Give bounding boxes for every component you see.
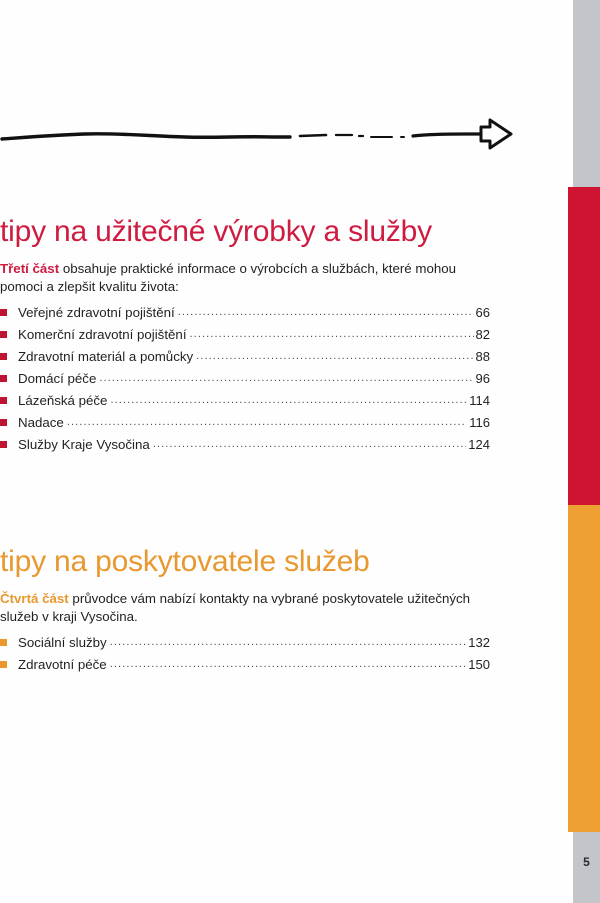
toc-item-label: Veřejné zdravotní pojištění — [18, 305, 175, 321]
toc-leader-dots: ........................................… — [99, 372, 474, 385]
toc-leader-dots: ........................................… — [109, 658, 467, 671]
toc-item-page: 132 — [468, 635, 490, 651]
hand-drawn-arrow-right-icon — [0, 118, 513, 150]
bullet-square-icon — [0, 419, 7, 427]
section-intro-rest: obsahuje praktické informace o výrobcích… — [0, 261, 457, 295]
toc-leader-dots: ........................................… — [196, 350, 474, 363]
toc-item-page: 88 — [475, 349, 490, 365]
toc-leader-dots: ........................................… — [177, 306, 474, 319]
section-intro-rest: průvodce vám nabízí kontakty na vybrané … — [0, 591, 471, 625]
toc-item-label: Sociální služby — [18, 635, 107, 651]
bullet-square-icon — [0, 661, 7, 669]
toc-leader-dots: ........................................… — [66, 416, 467, 429]
bullet-square-icon — [0, 331, 7, 339]
toc-item-label: Nadace — [18, 415, 64, 431]
toc-item-label: Zdravotní péče — [18, 657, 107, 673]
toc-item-label: Služby Kraje Vysočina — [18, 436, 150, 452]
toc-item-page: 82 — [475, 327, 490, 343]
bullet-square-icon — [0, 375, 7, 383]
list-item[interactable]: Veřejné zdravotní pojištění ............… — [0, 302, 490, 324]
bullet-square-icon — [0, 397, 7, 405]
list-item[interactable]: Nadace .................................… — [0, 412, 490, 434]
edge-bar-red — [568, 187, 600, 505]
toc-item-page: 116 — [469, 415, 490, 431]
list-item[interactable]: Domácí péče ............................… — [0, 368, 490, 390]
section-title: tipy na poskytovatele služeb — [0, 545, 370, 578]
bullet-square-icon — [0, 639, 7, 647]
bullet-square-icon — [0, 353, 7, 361]
toc-item-label: Komerční zdravotní pojištění — [18, 327, 187, 343]
section-title: tipy na užitečné výrobky a služby — [0, 215, 432, 248]
edge-bar-gray-bottom — [573, 832, 600, 903]
list-item[interactable]: Komerční zdravotní pojištění ...........… — [0, 324, 490, 346]
toc-list: Veřejné zdravotní pojištění ............… — [0, 302, 490, 455]
bullet-square-icon — [0, 440, 7, 448]
section-tipy-na-uzitecne-vyrobky-a-sluzby: tipy na užitečné výrobky a služby Třetí … — [0, 215, 490, 456]
toc-leader-dots: ........................................… — [152, 437, 466, 450]
list-item[interactable]: Zdravotní péče .........................… — [0, 654, 490, 676]
section-intro-lead: Třetí část — [0, 261, 60, 276]
list-item[interactable]: Lázeňská péče ..........................… — [0, 390, 490, 412]
toc-item-page: 124 — [468, 436, 490, 452]
toc-item-label: Domácí péče — [18, 371, 97, 387]
edge-bar-orange — [568, 505, 600, 832]
toc-item-page: 66 — [475, 305, 490, 321]
toc-item-page: 114 — [469, 393, 490, 409]
toc-leader-dots: ........................................… — [109, 636, 467, 649]
bullet-square-icon — [0, 309, 7, 317]
section-tipy-na-poskytovatele-sluzeb: tipy na poskytovatele služeb Čtvrtá část… — [0, 545, 490, 676]
list-item[interactable]: Zdravotní materiál a pomůcky ...........… — [0, 346, 490, 368]
toc-list: Sociální služby ........................… — [0, 632, 490, 676]
section-intro: Čtvrtá část průvodce vám nabízí kontakty… — [0, 590, 490, 626]
toc-leader-dots: ........................................… — [189, 328, 474, 341]
list-item[interactable]: Sociální služby ........................… — [0, 632, 490, 654]
list-item[interactable]: Služby Kraje Vysočina ..................… — [0, 434, 490, 456]
toc-item-page: 96 — [475, 371, 490, 387]
toc-item-page: 150 — [468, 657, 490, 673]
toc-item-label: Lázeňská péče — [18, 393, 108, 409]
section-intro-lead: Čtvrtá část — [0, 591, 69, 606]
page-number: 5 — [583, 855, 590, 869]
toc-leader-dots: ........................................… — [110, 394, 468, 407]
toc-item-label: Zdravotní materiál a pomůcky — [18, 349, 194, 365]
edge-bar-gray-top — [573, 0, 600, 187]
section-intro: Třetí část obsahuje praktické informace … — [0, 260, 490, 296]
